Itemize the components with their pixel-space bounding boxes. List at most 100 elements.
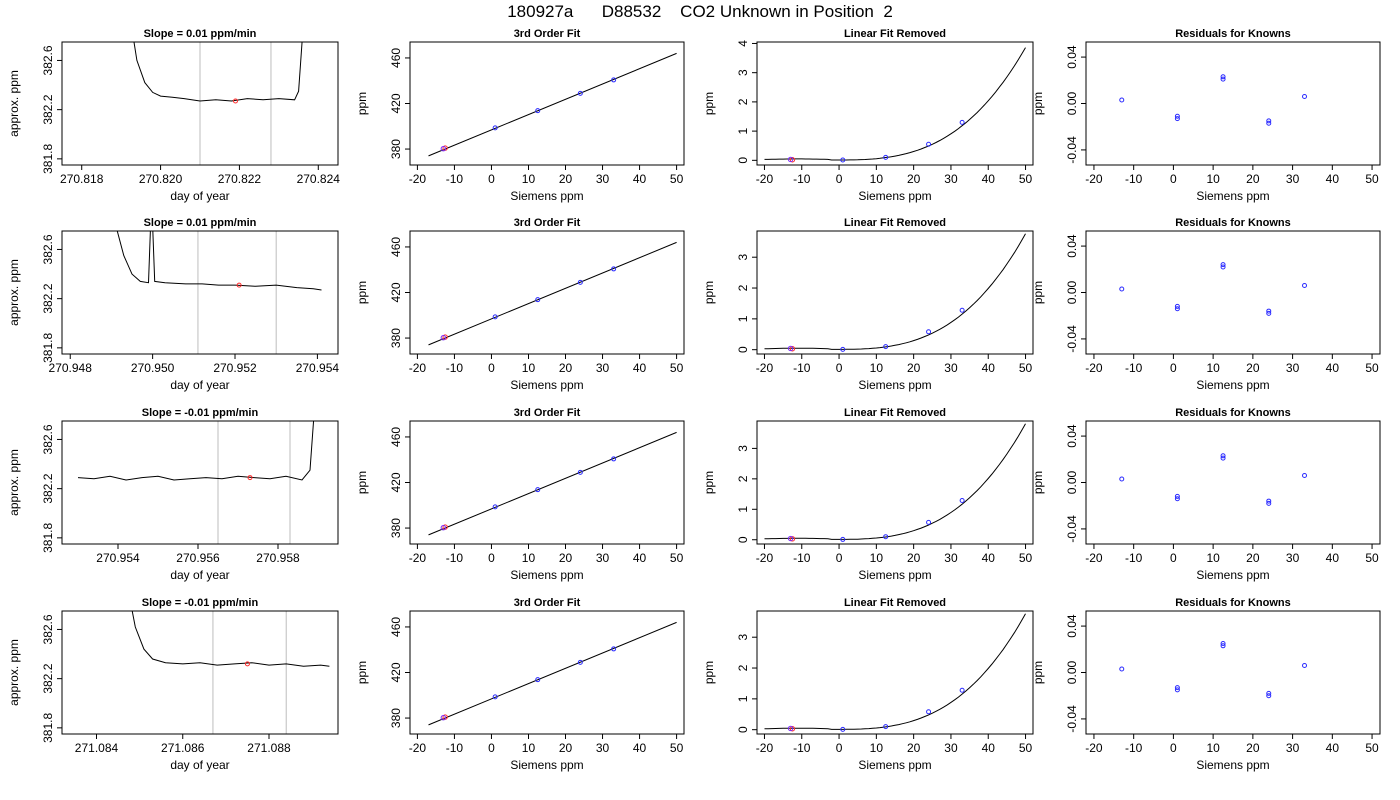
x-tick-label: 0 bbox=[1170, 172, 1177, 186]
plot-frame bbox=[756, 610, 1034, 735]
plot-frame bbox=[61, 230, 339, 355]
x-tick-label: 10 bbox=[870, 172, 884, 186]
x-tick-label: 271.084 bbox=[75, 741, 119, 755]
fit-line bbox=[428, 621, 677, 726]
y-tick-label: 0.00 bbox=[1065, 91, 1079, 115]
x-tick-label: -20 bbox=[756, 741, 774, 755]
x-tick-label: 40 bbox=[1326, 361, 1340, 375]
x-tick-label: 271.086 bbox=[161, 741, 205, 755]
x-tick-label: 0 bbox=[836, 741, 843, 755]
panel-1-2: 3rd Order Fit Siemens ppm ppm -20 -10 0 10 20 30… bbox=[355, 28, 685, 203]
y-axis-label: ppm bbox=[1031, 661, 1045, 684]
panel-title: Slope = 0.01 ppm/min bbox=[144, 28, 257, 40]
known-point bbox=[535, 487, 541, 493]
x-tick-label: 20 bbox=[1246, 361, 1260, 375]
y-tick-label: 420 bbox=[389, 472, 403, 492]
known-point bbox=[1220, 74, 1226, 80]
x-tick-label: 270.958 bbox=[256, 551, 300, 565]
y-tick-label: 382.2 bbox=[41, 663, 55, 693]
plot-area bbox=[131, 611, 330, 734]
known-point bbox=[1174, 303, 1180, 309]
y-axis-label: ppm bbox=[702, 471, 716, 494]
x-axis-label: Siemens ppm bbox=[858, 189, 931, 203]
x-tick-label: 270.824 bbox=[297, 172, 341, 186]
x-tick-label: 10 bbox=[870, 551, 884, 565]
x-axis-label: Siemens ppm bbox=[858, 378, 931, 392]
known-point bbox=[1174, 113, 1180, 119]
x-tick-label: 50 bbox=[670, 741, 684, 755]
x-tick-label: 270.954 bbox=[296, 361, 340, 375]
x-tick-label: 30 bbox=[1286, 741, 1300, 755]
known-point bbox=[926, 519, 932, 525]
x-tick-label: -10 bbox=[446, 172, 464, 186]
y-tick-label: 1 bbox=[736, 506, 750, 513]
known-point bbox=[959, 687, 965, 693]
panel-title: Linear Fit Removed bbox=[844, 217, 946, 229]
known-point bbox=[1266, 310, 1272, 316]
y-axis-label: ppm bbox=[702, 661, 716, 684]
plot-frame bbox=[409, 230, 685, 355]
x-tick-label: 10 bbox=[1206, 361, 1220, 375]
plot-frame bbox=[409, 41, 685, 166]
panel-4-3: Linear Fit Removed Siemens ppm ppm -20 -10 0 1… bbox=[702, 597, 1034, 772]
y-tick-label: 382.6 bbox=[41, 614, 55, 644]
panel-title: Slope = -0.01 ppm/min bbox=[142, 407, 259, 419]
y-tick-label: 380 bbox=[389, 708, 403, 728]
unknown-point bbox=[440, 146, 447, 152]
x-tick-label: -10 bbox=[446, 741, 464, 755]
y-tick-label: 0 bbox=[736, 346, 750, 353]
x-tick-label: 10 bbox=[870, 741, 884, 755]
plot-frame bbox=[1085, 420, 1381, 545]
x-axis-label: day of year bbox=[170, 189, 229, 203]
x-tick-label: 0 bbox=[488, 741, 495, 755]
figure-title: 180927a D88532 CO2 Unknown in Position 2 bbox=[507, 2, 893, 21]
y-tick-label: 382.2 bbox=[41, 94, 55, 124]
x-tick-label: 10 bbox=[522, 551, 536, 565]
y-tick-label: 0.00 bbox=[1065, 280, 1079, 304]
x-tick-label: -20 bbox=[1085, 741, 1103, 755]
plot-area bbox=[77, 421, 315, 544]
x-tick-label: 40 bbox=[1326, 551, 1340, 565]
x-tick-label: 30 bbox=[596, 361, 610, 375]
panel-2-4: Residuals for Knowns Siemens ppm ppm -20 -10… bbox=[1031, 217, 1381, 392]
fit-curve bbox=[764, 47, 1026, 161]
y-axis-label: ppm bbox=[355, 92, 369, 115]
x-tick-label: 40 bbox=[633, 172, 647, 186]
known-point bbox=[1119, 666, 1125, 672]
y-axis-label: ppm bbox=[1031, 281, 1045, 304]
x-tick-label: -10 bbox=[446, 551, 464, 565]
panel-1-1: Slope = 0.01 ppm/min day of year approx. p… bbox=[7, 28, 340, 203]
y-axis-label: ppm bbox=[702, 281, 716, 304]
x-axis-label: Siemens ppm bbox=[1196, 568, 1269, 582]
x-tick-label: 0 bbox=[488, 361, 495, 375]
plot-area bbox=[116, 231, 322, 354]
y-tick-label: 382.6 bbox=[41, 234, 55, 264]
known-point bbox=[577, 469, 583, 475]
plot-area bbox=[1119, 262, 1308, 316]
x-tick-label: 10 bbox=[1206, 741, 1220, 755]
x-tick-label: 270.956 bbox=[176, 551, 220, 565]
y-tick-label: 460 bbox=[389, 617, 403, 637]
known-point bbox=[1220, 455, 1226, 461]
y-tick-label: 1 bbox=[736, 315, 750, 322]
x-tick-label: 30 bbox=[1286, 172, 1300, 186]
panel-title: 3rd Order Fit bbox=[514, 597, 581, 609]
y-tick-label: -0.04 bbox=[1065, 515, 1079, 543]
x-tick-label: 50 bbox=[670, 551, 684, 565]
y-tick-label: 1 bbox=[736, 127, 750, 134]
panel-3-2: 3rd Order Fit Siemens ppm ppm -20 -10 0 10 20 30… bbox=[355, 407, 685, 582]
x-tick-label: 30 bbox=[944, 361, 958, 375]
x-tick-label: 50 bbox=[1019, 741, 1033, 755]
x-tick-label: 50 bbox=[1019, 172, 1033, 186]
panel-title: Linear Fit Removed bbox=[844, 407, 946, 419]
x-tick-label: 50 bbox=[670, 361, 684, 375]
x-tick-label: -20 bbox=[409, 172, 427, 186]
y-tick-label: 460 bbox=[389, 427, 403, 447]
y-tick-label: 3 bbox=[736, 254, 750, 261]
average-marker bbox=[247, 475, 253, 481]
panel-title: Residuals for Knowns bbox=[1175, 217, 1291, 229]
known-point bbox=[926, 329, 932, 335]
x-tick-label: 10 bbox=[522, 741, 536, 755]
y-axis-label: ppm bbox=[355, 661, 369, 684]
x-tick-label: 50 bbox=[1019, 361, 1033, 375]
